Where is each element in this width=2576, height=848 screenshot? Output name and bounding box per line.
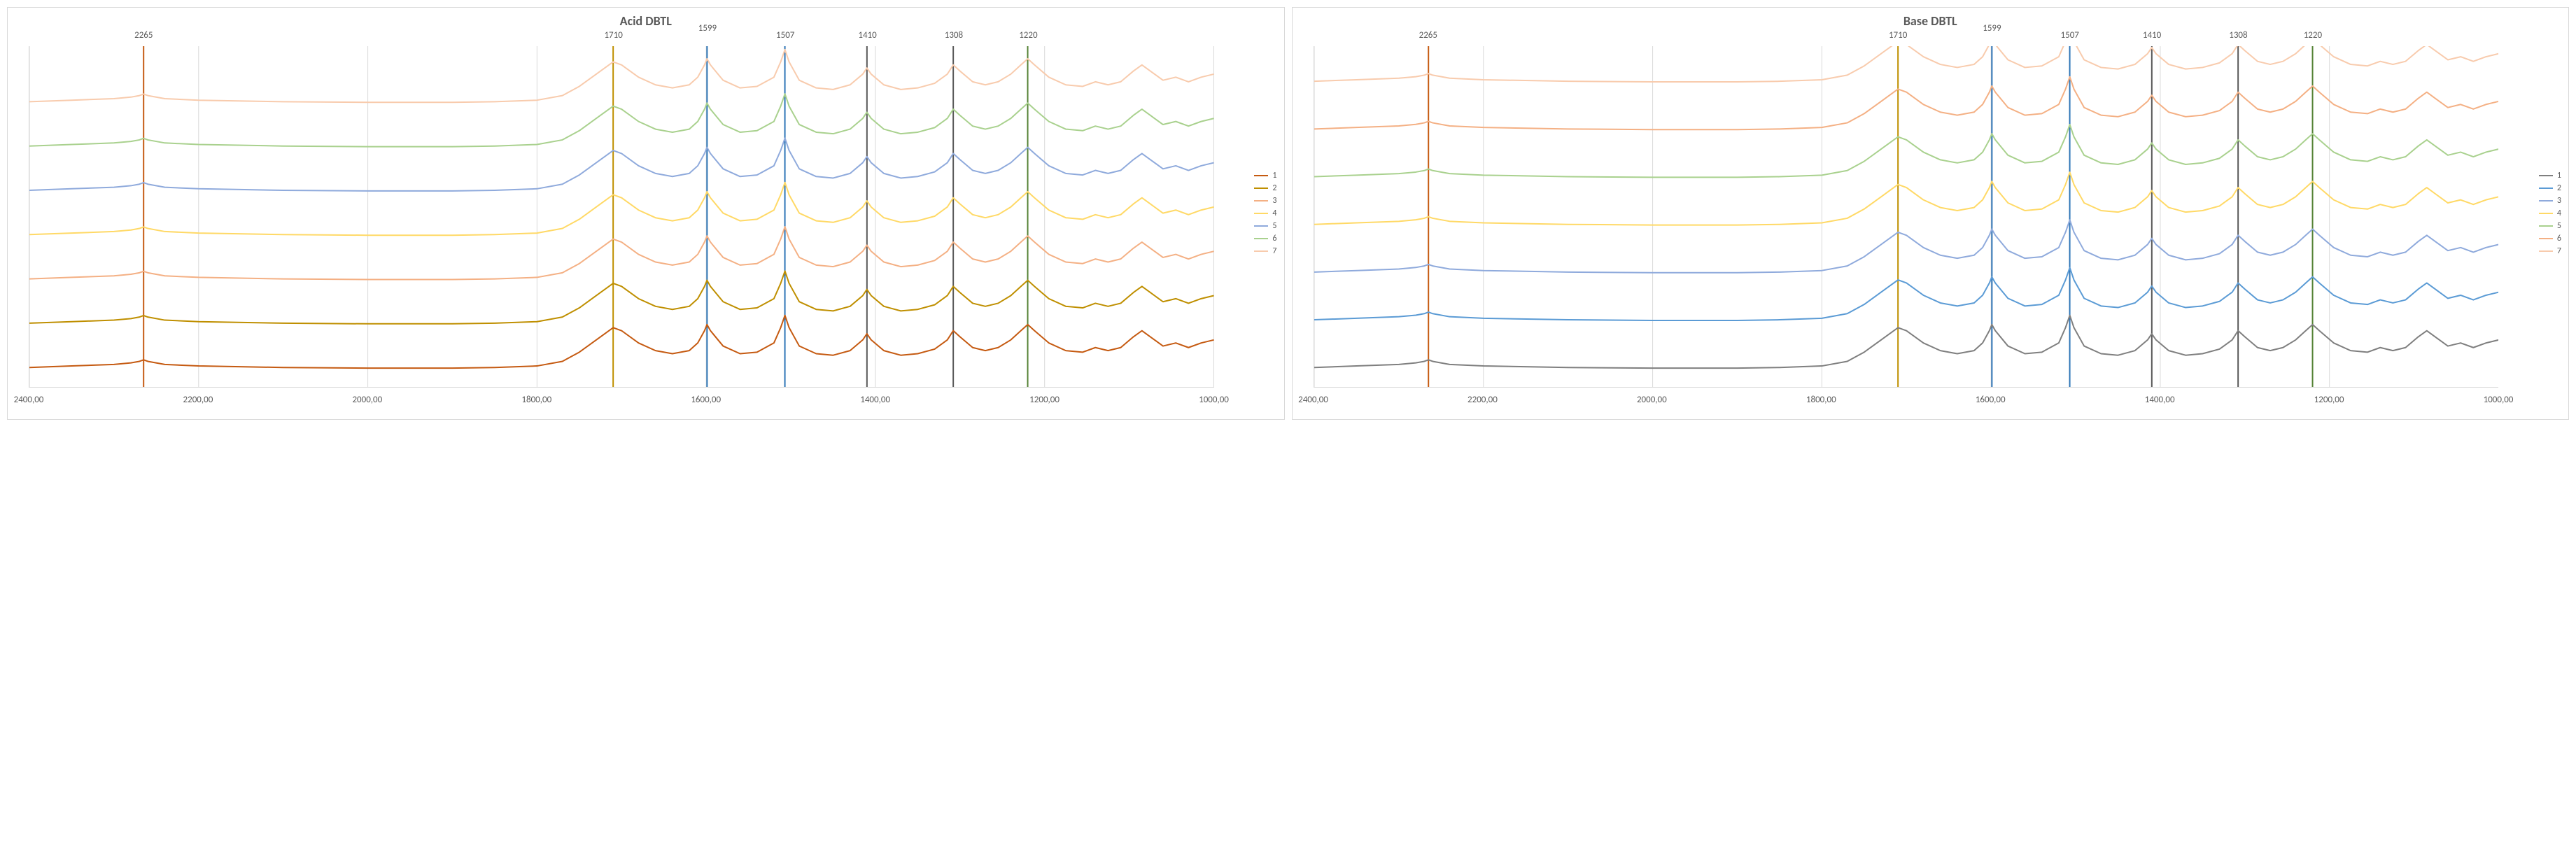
peak-label: 1507 (776, 30, 794, 41)
peak-label: 1599 (1983, 23, 2001, 34)
peak-label: 2265 (134, 30, 153, 41)
peak-label: 2265 (1419, 30, 1437, 41)
x-tick-label: 1800,00 (1806, 395, 1836, 405)
legend-swatch (2539, 238, 2553, 239)
plot-area (1314, 46, 2499, 388)
legend-swatch (1254, 200, 1268, 202)
legend-label: 1 (2557, 171, 2561, 181)
peak-label: 1710 (604, 30, 622, 41)
x-tick-label: 2400,00 (14, 395, 44, 405)
chart-title: Base DBTL (1293, 8, 2569, 31)
spectrum-line (29, 271, 1214, 323)
spectrum-line (29, 183, 1214, 235)
legend-item: 3 (2539, 196, 2561, 206)
legend-swatch (1254, 225, 1268, 227)
legend-label: 6 (2557, 234, 2561, 243)
x-tick-label: 2200,00 (183, 395, 213, 405)
legend-label: 6 (1272, 234, 1276, 243)
peak-label: 1410 (858, 30, 876, 41)
legend-swatch (2539, 213, 2553, 214)
peak-label: 1220 (2304, 30, 2322, 41)
legend: 1 2 3 4 5 6 7 (2539, 168, 2561, 259)
peak-label: 1220 (1019, 30, 1037, 41)
legend-swatch (1254, 238, 1268, 239)
x-tick-label: 1200,00 (1029, 395, 1060, 405)
legend-item: 2 (2539, 183, 2561, 193)
x-tick-label: 2000,00 (352, 395, 382, 405)
spectrum-line (29, 50, 1214, 102)
legend-item: 4 (2539, 209, 2561, 218)
legend-item: 1 (2539, 171, 2561, 181)
legend-item: 3 (1254, 196, 1276, 206)
x-tick-label: 1400,00 (2145, 395, 2175, 405)
legend-label: 7 (1272, 246, 1276, 256)
legend-item: 6 (1254, 234, 1276, 243)
peak-label: 1308 (2229, 30, 2247, 41)
chart-base-dbtl: Base DBTL 2400,002200,002000,001800,0016… (1292, 7, 2570, 420)
legend-item: 7 (1254, 246, 1276, 256)
spectrum-line (1314, 268, 2499, 320)
spectrum-line (29, 316, 1214, 368)
spectrum-line (1314, 46, 2499, 82)
x-tick-label: 1200,00 (2314, 395, 2344, 405)
plot-area (29, 46, 1214, 388)
legend-label: 3 (2557, 196, 2561, 206)
legend-swatch (1254, 188, 1268, 189)
spectrum-line (29, 227, 1214, 279)
legend-item: 6 (2539, 234, 2561, 243)
legend-item: 1 (1254, 171, 1276, 181)
x-axis: 2400,002200,002000,001800,001600,001400,… (29, 391, 1214, 409)
legend-item: 5 (1254, 221, 1276, 231)
chart-title: Acid DBTL (8, 8, 1284, 31)
spectrum-line (1314, 77, 2499, 129)
x-tick-label: 2400,00 (1298, 395, 1328, 405)
x-tick-label: 1400,00 (860, 395, 890, 405)
chart-acid-dbtl: Acid DBTL 2400,002200,002000,001800,0016… (7, 7, 1285, 420)
legend-label: 4 (1272, 209, 1276, 218)
legend: 1 2 3 4 5 6 7 (1254, 168, 1276, 259)
peak-label: 1410 (2143, 30, 2161, 41)
legend-item: 5 (2539, 221, 2561, 231)
legend-swatch (1254, 250, 1268, 252)
legend-swatch (2539, 200, 2553, 202)
spectrum-line (1314, 316, 2499, 368)
x-tick-label: 2000,00 (1637, 395, 1667, 405)
legend-label: 7 (2557, 246, 2561, 256)
peak-label: 1599 (698, 23, 717, 34)
spectrum-line (1314, 125, 2499, 177)
x-tick-label: 1600,00 (1976, 395, 2006, 405)
legend-item: 2 (1254, 183, 1276, 193)
legend-swatch (1254, 213, 1268, 214)
legend-label: 5 (2557, 221, 2561, 231)
x-tick-label: 1600,00 (691, 395, 721, 405)
x-tick-label: 2200,00 (1468, 395, 1498, 405)
legend-item: 7 (2539, 246, 2561, 256)
legend-label: 2 (1272, 183, 1276, 193)
legend-label: 2 (2557, 183, 2561, 193)
legend-swatch (2539, 250, 2553, 252)
peak-label: 1507 (2061, 30, 2079, 41)
spectrum-line (1314, 220, 2499, 272)
spectrum-line (29, 94, 1214, 146)
x-axis: 2400,002200,002000,001800,001600,001400,… (1314, 391, 2499, 409)
spectrum-line (29, 138, 1214, 190)
x-tick-label: 1000,00 (2484, 395, 2514, 405)
plot-svg (29, 46, 1214, 387)
legend-item: 4 (1254, 209, 1276, 218)
spectrum-line (1314, 172, 2499, 225)
legend-label: 3 (1272, 196, 1276, 206)
legend-label: 4 (2557, 209, 2561, 218)
x-tick-label: 1800,00 (521, 395, 551, 405)
peak-label: 1710 (1889, 30, 1907, 41)
legend-swatch (1254, 175, 1268, 176)
legend-label: 5 (1272, 221, 1276, 231)
peak-label: 1308 (945, 30, 963, 41)
legend-label: 1 (1272, 171, 1276, 181)
x-tick-label: 1000,00 (1199, 395, 1229, 405)
legend-swatch (2539, 188, 2553, 189)
plot-svg (1314, 46, 2499, 387)
legend-swatch (2539, 175, 2553, 176)
legend-swatch (2539, 225, 2553, 227)
